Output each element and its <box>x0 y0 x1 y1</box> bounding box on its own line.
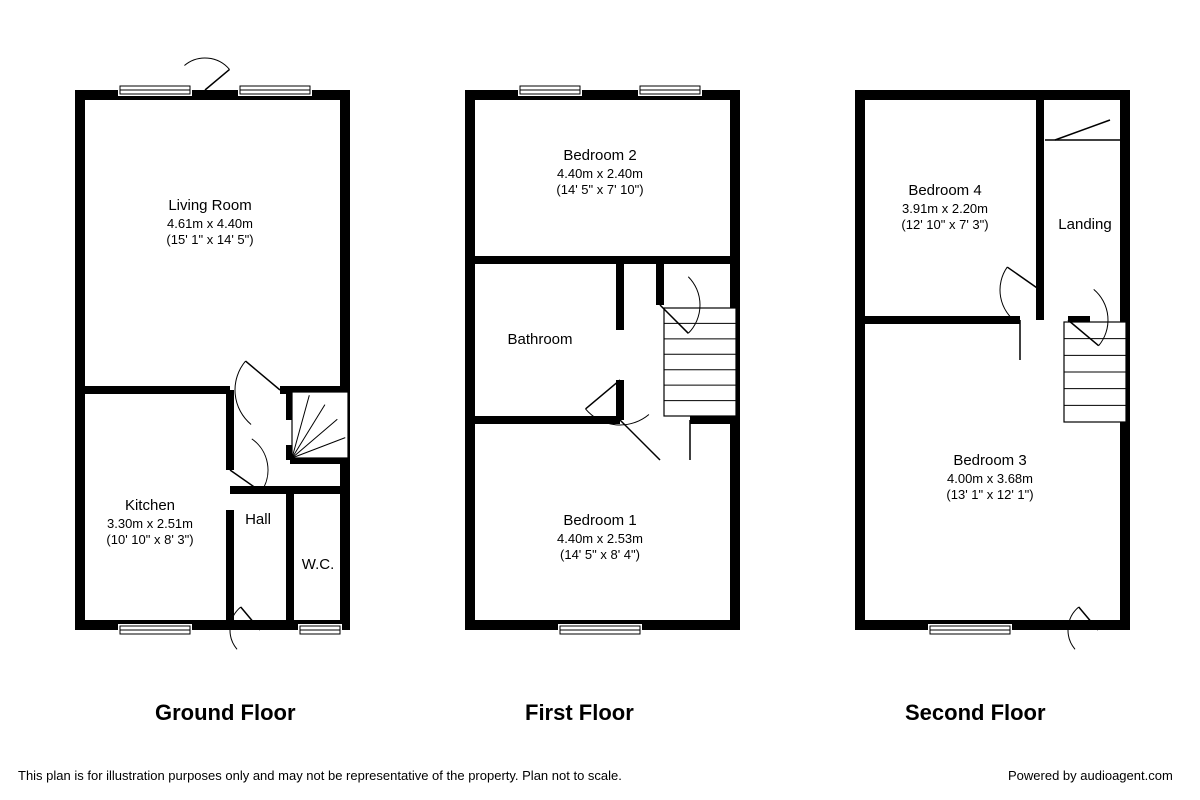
room-label: Hall <box>233 511 283 530</box>
room-label: W.C. <box>288 556 348 575</box>
room-label: Bedroom 14.40m x 2.53m(14' 5" x 8' 4") <box>500 512 700 563</box>
floorplan-svg <box>0 0 1200 800</box>
room-label: Bedroom 24.40m x 2.40m(14' 5" x 7' 10") <box>500 147 700 198</box>
floor-title-second: Second Floor <box>905 700 1046 726</box>
room-label: Kitchen3.30m x 2.51m(10' 10" x 8' 3") <box>70 497 230 548</box>
floor-title-first: First Floor <box>525 700 634 726</box>
room-label: Landing <box>1040 216 1130 235</box>
room-label: Bedroom 43.91m x 2.20m(12' 10" x 7' 3") <box>860 182 1030 233</box>
floor-title-ground: Ground Floor <box>155 700 296 726</box>
room-label: Bedroom 34.00m x 3.68m(13' 1" x 12' 1") <box>890 452 1090 503</box>
credit-text: Powered by audioagent.com <box>1008 768 1173 783</box>
room-label: Bathroom <box>470 331 610 350</box>
disclaimer-text: This plan is for illustration purposes o… <box>18 768 622 783</box>
room-label: Living Room4.61m x 4.40m(15' 1" x 14' 5"… <box>110 197 310 248</box>
